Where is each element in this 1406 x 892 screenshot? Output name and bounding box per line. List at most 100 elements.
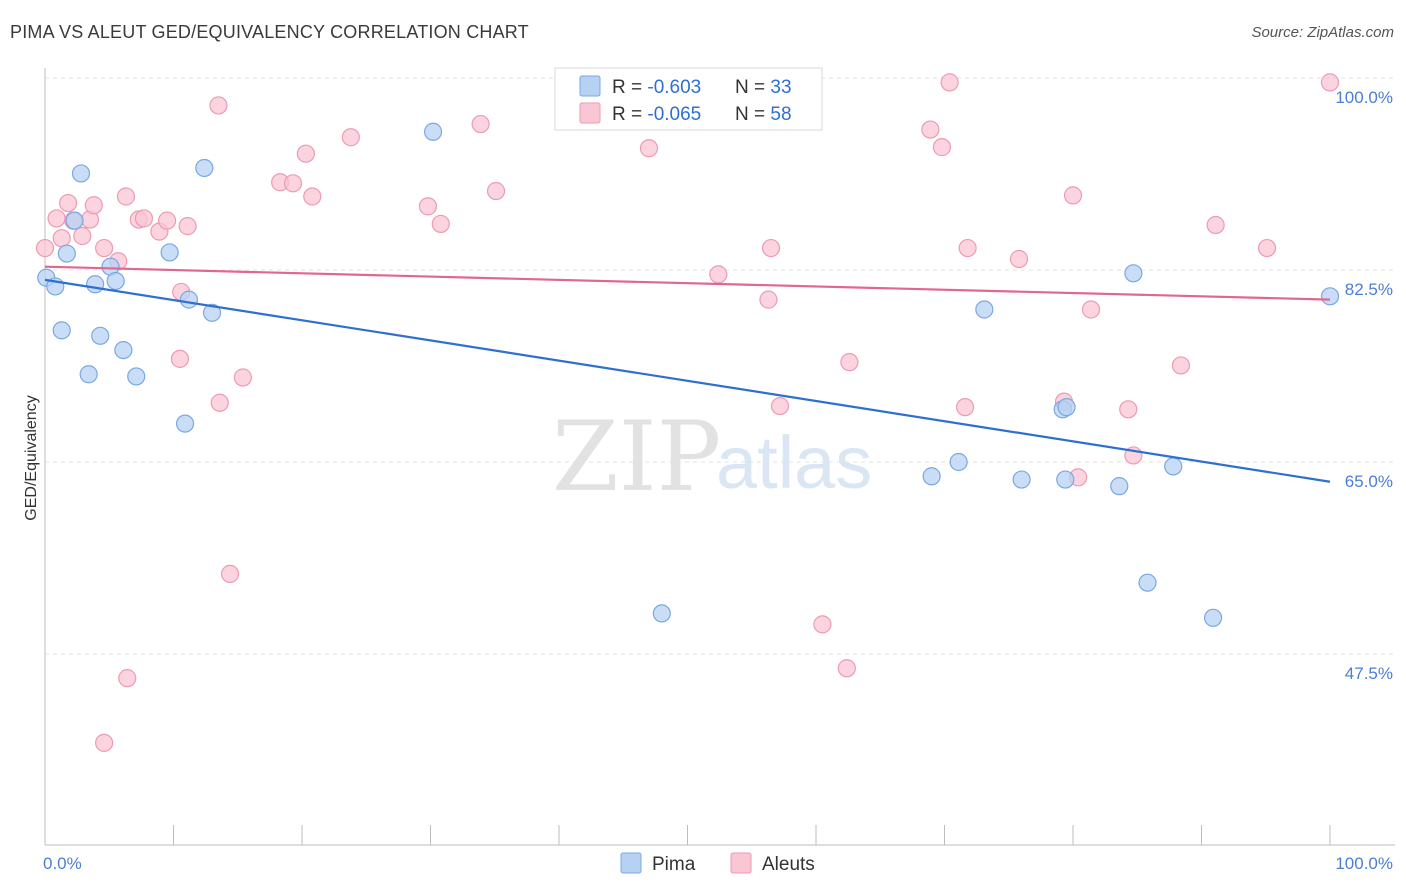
watermark-zip: ZIP [552,401,721,513]
watermark-atlas: atlas [716,421,872,504]
legend-n-label-pima: N = [735,77,770,98]
y-tick-label-3: 100.0% [1335,88,1393,107]
pima-point-23 [1012,470,1031,489]
aleut-point-34 [709,265,728,284]
pima-point-13 [160,243,179,262]
pima-point-11 [114,340,133,360]
y-tick-label-0: 47.5% [1345,664,1393,683]
axes [44,68,1395,846]
bottom-legend-swatch-pima [620,852,642,874]
pima-point-12 [127,367,146,386]
pima-point-14 [175,414,195,433]
aleut-point-11 [116,187,136,206]
pima-point-3 [57,244,76,263]
legend-n-label-aleuts: N = [735,104,770,125]
pima-point-4 [65,211,84,230]
pima-points [37,122,1340,627]
pima-point-22 [975,300,994,319]
source-label: Source: ZipAtlas.com [1251,24,1394,41]
aleut-point-14 [134,209,154,228]
x-tick-labels: 0.0% 100.0% [43,854,1393,873]
legend-n-value-aleuts: 58 [770,104,791,125]
pima-point-30 [1164,457,1183,476]
pima-point-6 [79,365,98,384]
aleut-point-0 [35,238,55,258]
pima-trend-line [44,278,1331,483]
aleut-point-44 [940,73,959,92]
legend-n-value-pima: 33 [770,77,791,98]
aleut-point-33 [639,139,659,158]
pima-point-18 [423,122,443,141]
bottom-legend-pima: Pima [652,854,696,875]
pima-point-16 [195,158,214,178]
trend-lines [44,265,1331,483]
pima-point-26 [1057,398,1076,417]
aleut-point-52 [1119,400,1138,419]
aleut-point-25 [283,174,303,193]
aleut-point-36 [759,290,778,309]
aleut-point-2 [52,229,71,248]
y-tick-labels: 47.5% 65.0% 82.5% 100.0% [1335,88,1393,683]
grid-lines [45,77,1395,655]
y-tick-label-1: 65.0% [1345,472,1393,491]
aleut-point-17 [170,349,190,368]
aleut-point-32 [486,181,506,201]
legend-r-label-aleuts: R = [612,104,647,125]
pima-point-2 [52,321,71,340]
svg-text:N = 33: N = 33 [735,77,792,98]
chart-title: PIMA VS ALEUT GED/EQUIVALENCY CORRELATIO… [10,22,529,42]
legend-swatch-pima [579,75,601,97]
pima-point-27 [1110,477,1129,496]
aleut-point-7 [84,196,103,215]
x-tick-label-1: 100.0% [1335,854,1393,873]
pima-point-29 [1138,573,1157,592]
legend-r-value-aleuts: -0.065 [647,104,701,125]
pima-point-8 [91,326,110,345]
legend-r-value-pima: -0.603 [647,77,701,98]
aleut-point-5 [73,226,92,246]
pima-point-32 [1320,287,1340,306]
y-tick-label-2: 82.5% [1345,280,1393,299]
aleut-point-21 [210,393,229,412]
aleut-point-12 [118,669,137,688]
aleut-point-3 [59,193,78,213]
aleut-point-30 [431,214,450,234]
pima-point-10 [106,271,125,291]
pima-point-25 [1056,470,1075,489]
aleut-point-29 [418,197,438,216]
aleut-point-27 [303,187,322,206]
svg-text:R = -0.603: R = -0.603 [612,77,701,98]
bottom-legend-aleuts: Aleuts [762,854,815,875]
svg-text:N = 58: N = 58 [735,104,792,125]
pima-point-5 [71,164,91,183]
aleut-point-40 [837,659,856,678]
pima-point-28 [1124,264,1143,283]
pima-point-15 [179,290,199,309]
pima-point-20 [922,467,941,486]
aleut-point-39 [813,615,832,634]
y-axis-title: GED/Equivalency [23,395,40,520]
aleut-point-55 [1206,215,1225,235]
aleut-point-16 [157,211,177,230]
aleut-point-23 [233,368,252,387]
x-tick-label-0: 0.0% [43,854,82,873]
pima-point-31 [1203,608,1223,627]
aleut-point-8 [95,238,114,258]
aleut-point-47 [1009,249,1029,269]
aleut-trend-line [44,265,1331,301]
aleut-point-22 [220,564,240,584]
aleut-point-49 [1063,186,1083,205]
legend: R = -0.603 N = 33 R = -0.065 N = 58 [554,67,823,131]
aleut-point-31 [471,114,490,134]
aleut-point-41 [840,353,859,372]
aleut-point-1 [47,209,66,228]
svg-text:R = -0.065: R = -0.065 [612,104,701,125]
aleut-point-19 [178,217,197,236]
aleut-point-43 [932,138,952,157]
aleut-point-37 [761,238,781,258]
aleut-point-51 [1081,300,1101,319]
bottom-legend: Pima Aleuts [620,852,815,875]
aleut-point-20 [209,96,228,115]
legend-swatch-aleuts [579,102,601,124]
